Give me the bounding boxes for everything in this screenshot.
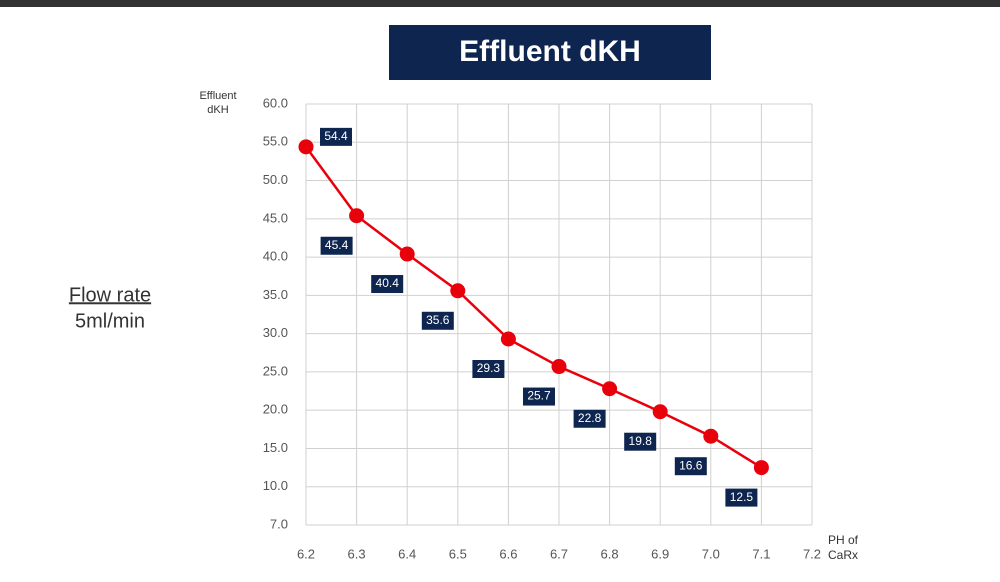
data-label-box xyxy=(523,387,555,406)
series-line xyxy=(304,146,763,469)
data-label: 29.3 xyxy=(477,361,501,375)
data-point xyxy=(349,208,365,224)
chart-title: Effluent dKH xyxy=(459,35,641,68)
x-tick-label: 7.2 xyxy=(803,546,821,561)
data-label: 25.7 xyxy=(527,389,551,403)
data-point xyxy=(602,381,618,397)
x-tick-label: 6.6 xyxy=(499,546,517,561)
data-label: 19.8 xyxy=(629,434,653,448)
data-label: 54.4 xyxy=(324,129,348,143)
y-tick-label: 10.0 xyxy=(263,478,288,493)
x-axis-label: CaRx xyxy=(828,548,858,562)
annotation: 5ml/min xyxy=(75,310,145,332)
data-label-box xyxy=(320,236,353,255)
y-tick-label: 55.0 xyxy=(263,134,288,149)
y-tick-label: 25.0 xyxy=(263,363,288,378)
x-tick-label: 6.5 xyxy=(449,546,467,561)
data-label-box xyxy=(320,127,352,146)
y-tick-label: 15.0 xyxy=(263,440,288,455)
y-axis-label: dKH xyxy=(207,104,228,116)
data-label-box xyxy=(421,311,454,330)
y-tick-label: 60.0 xyxy=(263,95,288,110)
data-label: 16.6 xyxy=(679,458,703,472)
x-tick-label: 6.4 xyxy=(398,546,416,561)
data-point xyxy=(500,331,516,347)
y-tick-label: 35.0 xyxy=(263,287,288,302)
data-label: 22.8 xyxy=(578,411,602,425)
data-point xyxy=(450,283,466,299)
data-point xyxy=(652,404,668,420)
title-box xyxy=(389,25,711,80)
data-label: 12.5 xyxy=(730,490,754,504)
data-point xyxy=(551,359,567,375)
data-label: 35.6 xyxy=(426,313,450,327)
y-tick-label: 45.0 xyxy=(263,210,288,225)
x-tick-label: 6.2 xyxy=(297,546,315,561)
data-label: 45.4 xyxy=(325,238,349,252)
y-tick-label: 30.0 xyxy=(263,325,288,340)
annotation: Flow rate xyxy=(69,284,151,306)
data-point xyxy=(298,139,314,155)
data-label-box xyxy=(472,359,505,378)
data-point xyxy=(399,246,415,262)
top-bar xyxy=(0,0,1000,7)
data-label-box xyxy=(371,275,404,294)
x-tick-label: 6.9 xyxy=(651,546,669,561)
x-tick-label: 7.1 xyxy=(752,546,770,561)
data-point xyxy=(753,460,769,476)
data-label-box xyxy=(725,488,758,507)
data-label-box xyxy=(624,432,657,451)
y-axis-label: Effluent xyxy=(199,90,236,102)
x-tick-label: 6.8 xyxy=(601,546,619,561)
y-tick-label: 20.0 xyxy=(263,402,288,417)
data-point xyxy=(703,428,719,444)
x-tick-label: 7.0 xyxy=(702,546,720,561)
data-label-box xyxy=(674,457,707,476)
y-tick-label: 40.0 xyxy=(263,249,288,264)
y-tick-label: 7.0 xyxy=(270,516,288,531)
x-tick-label: 6.7 xyxy=(550,546,568,561)
y-tick-label: 50.0 xyxy=(263,172,288,187)
x-tick-label: 6.3 xyxy=(348,546,366,561)
x-axis-label: PH of xyxy=(828,533,859,547)
data-label-box xyxy=(573,409,606,428)
data-label: 40.4 xyxy=(376,276,400,290)
